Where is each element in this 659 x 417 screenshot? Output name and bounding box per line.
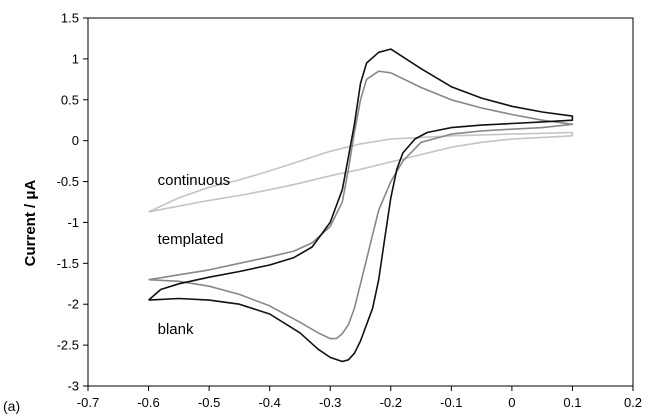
x-tick-label: 0 xyxy=(508,395,515,410)
y-tick-label: -1 xyxy=(67,215,79,230)
series-line-2 xyxy=(148,70,574,340)
x-tick-label: -0.6 xyxy=(137,395,159,410)
y-tick-label: -0.5 xyxy=(57,174,79,189)
x-tick-label: 0.1 xyxy=(563,395,581,410)
y-tick-label: 1 xyxy=(72,51,79,66)
annotation-label: blank xyxy=(158,321,194,338)
y-tick-label: -3 xyxy=(67,379,79,394)
annotation-layer: continuous templated blank xyxy=(158,172,231,338)
annotation-label: templated xyxy=(158,231,224,248)
x-tick-label: -0.4 xyxy=(258,395,280,410)
y-tick-label: 0.5 xyxy=(61,92,79,107)
series-layer xyxy=(148,48,574,363)
y-axis-label: Current / μA xyxy=(22,179,39,266)
y-tick-label: -2.5 xyxy=(57,338,79,353)
x-tick-label: 0.2 xyxy=(624,395,642,410)
y-tick-label: 1.5 xyxy=(61,11,79,26)
series-line-1 xyxy=(148,48,574,363)
x-tick-label: -0.1 xyxy=(440,395,462,410)
axis-layer: -0.7 -0.6 -0.5 -0.4 -0.3 -0.2 -0.1 0 0.1 0.2 -3 -2.… xyxy=(57,11,642,411)
y-tick-label: -2 xyxy=(67,297,79,312)
y-tick-label: 0 xyxy=(72,133,79,148)
plot-frame xyxy=(87,17,634,387)
panel-label: (a) xyxy=(3,398,20,414)
x-tick-label: -0.3 xyxy=(319,395,341,410)
x-tick-label: -0.7 xyxy=(77,395,99,410)
x-tick-label: -0.5 xyxy=(198,395,220,410)
series-line-3 xyxy=(148,131,574,213)
y-tick-label: -1.5 xyxy=(57,256,79,271)
annotation-label: continuous xyxy=(158,172,231,189)
x-tick-label: -0.2 xyxy=(380,395,402,410)
